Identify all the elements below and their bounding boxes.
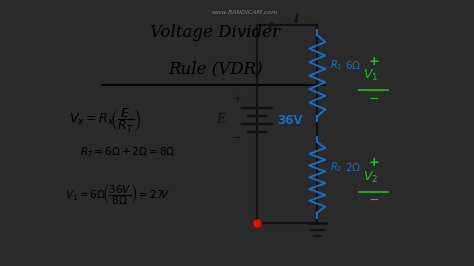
- Text: www.BANDICAM.com: www.BANDICAM.com: [211, 10, 277, 15]
- Text: $2\Omega$: $2\Omega$: [345, 161, 361, 173]
- Text: $V_1 = 6\Omega\!\left(\dfrac{36V}{8\Omega}\right) = 27V$: $V_1 = 6\Omega\!\left(\dfrac{36V}{8\Omeg…: [65, 181, 171, 207]
- Text: $V_x = R_x\!\left(\dfrac{E}{R_T}\right)$: $V_x = R_x\!\left(\dfrac{E}{R_T}\right)$: [69, 107, 142, 135]
- Text: −: −: [369, 194, 379, 207]
- Text: Rule (VDR): Rule (VDR): [168, 60, 263, 77]
- Text: −: −: [232, 133, 242, 143]
- Text: +: +: [369, 55, 379, 68]
- Text: I: I: [293, 13, 299, 24]
- Text: $R_2$: $R_2$: [330, 160, 342, 174]
- Text: $V_2$: $V_2$: [363, 170, 378, 185]
- Text: +: +: [369, 156, 379, 169]
- Text: 36V: 36V: [277, 114, 302, 127]
- Text: $R_1$: $R_1$: [330, 58, 342, 72]
- Text: $6\Omega$: $6\Omega$: [345, 59, 361, 71]
- Text: $R_T = 6\Omega + 2\Omega = 8\Omega$: $R_T = 6\Omega + 2\Omega = 8\Omega$: [80, 145, 175, 159]
- Text: Voltage Divider: Voltage Divider: [150, 23, 280, 40]
- Text: $V_1$: $V_1$: [363, 68, 378, 83]
- Text: −: −: [369, 93, 379, 106]
- Text: +: +: [232, 94, 242, 104]
- Text: E: E: [216, 114, 225, 126]
